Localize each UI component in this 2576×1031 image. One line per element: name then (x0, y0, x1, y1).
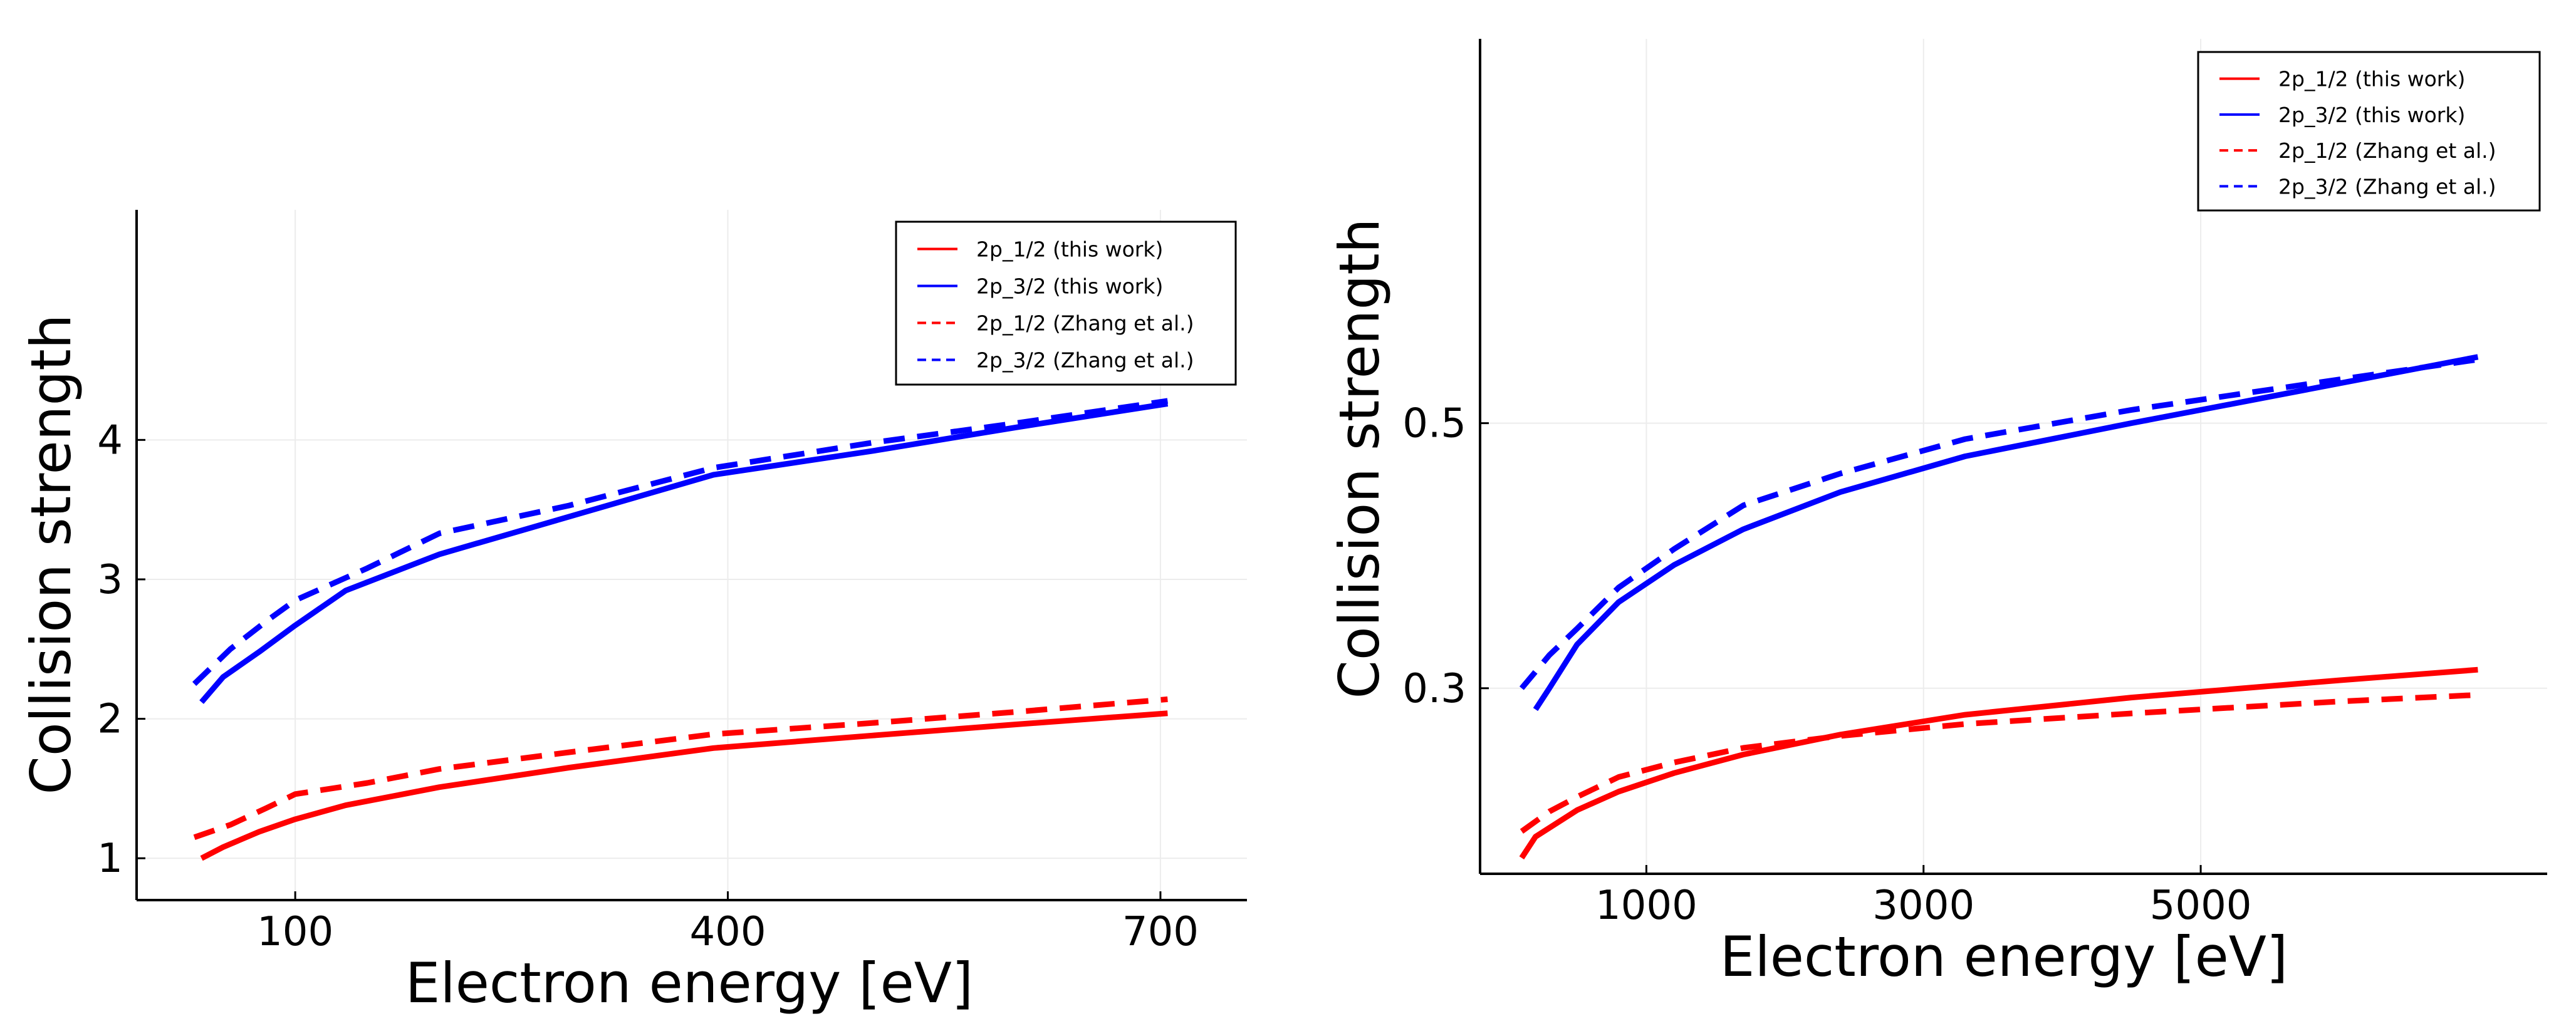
left-chart-axes (135, 210, 1247, 901)
left-chart-legend-label: 2p_1/2 (Zhang et al.) (976, 311, 1194, 336)
right-chart-y-tick-label: 0.5 (1402, 401, 1466, 447)
right-chart-legend-label: 2p_1/2 (Zhang et al.) (2278, 138, 2496, 163)
right-chart-series-line-0 (1519, 666, 2478, 860)
left-chart-x-axis-title: Electron energy [eV] (405, 951, 974, 1015)
left-chart-series (192, 398, 1169, 861)
left-chart-ticks: 100 400 700 1 2 3 4 (97, 417, 1199, 955)
left-chart-series-line-1 (199, 401, 1169, 704)
left-chart-x-tick-label: 100 (257, 909, 333, 955)
right-chart-legend-label: 2p_3/2 (this work) (2278, 103, 2465, 127)
left-chart-x-tick-label: 700 (1122, 909, 1199, 955)
right-chart-x-axis-title: Electron energy [eV] (1720, 925, 2288, 989)
right-chart-legend-label: 2p_3/2 (Zhang et al.) (2278, 174, 2496, 199)
right-chart-y-axis-title: Collision strength (1327, 218, 1392, 698)
left-chart-series-line-0 (200, 710, 1168, 861)
right-chart-series-line-2 (1520, 692, 2478, 834)
left-chart-legend-label: 2p_1/2 (this work) (976, 237, 1163, 262)
left-chart-y-tick-label: 4 (97, 417, 123, 464)
right-chart-x-tick-label: 5000 (2150, 883, 2252, 929)
left-chart-y-tick-label: 1 (97, 836, 123, 882)
right-chart-x-tick-label: 1000 (1595, 883, 1697, 929)
left-chart-series-line-2 (193, 696, 1168, 841)
right-chart-legend: 2p_1/2 (this work) 2p_3/2 (this work) 2p_1… (2197, 51, 2541, 212)
left-chart-legend-label: 2p_3/2 (this work) (976, 274, 1163, 299)
left-chart-x-tick-label: 400 (689, 909, 766, 955)
right-chart-series-line-3 (1519, 356, 2479, 690)
left-chart-series-line-3 (192, 398, 1169, 686)
left-chart-y-axis-title: Collision strength (19, 314, 83, 794)
right-chart-axes (1479, 39, 2547, 875)
left-chart-legend-label: 2p_3/2 (Zhang et al.) (976, 348, 1194, 373)
left-chart-legend: 2p_1/2 (this work) 2p_3/2 (this work) 2p_1… (895, 220, 1237, 386)
right-chart-legend-label: 2p_1/2 (this work) (2278, 67, 2465, 91)
right-chart-series-line-1 (1533, 354, 2479, 712)
left-chart-y-tick-label: 2 (97, 697, 123, 743)
left-chart-y-tick-label: 3 (97, 557, 123, 603)
left-chart-panel: 100 400 700 1 2 3 4 Electron energy [eV] Colli… (19, 210, 1247, 1015)
right-chart-ticks: 1000 3000 5000 0.3 0.5 (1402, 401, 2251, 929)
right-chart-x-tick-label: 3000 (1872, 883, 1974, 929)
right-chart-series (1519, 354, 2479, 860)
right-chart-y-tick-label: 0.3 (1402, 666, 1466, 712)
